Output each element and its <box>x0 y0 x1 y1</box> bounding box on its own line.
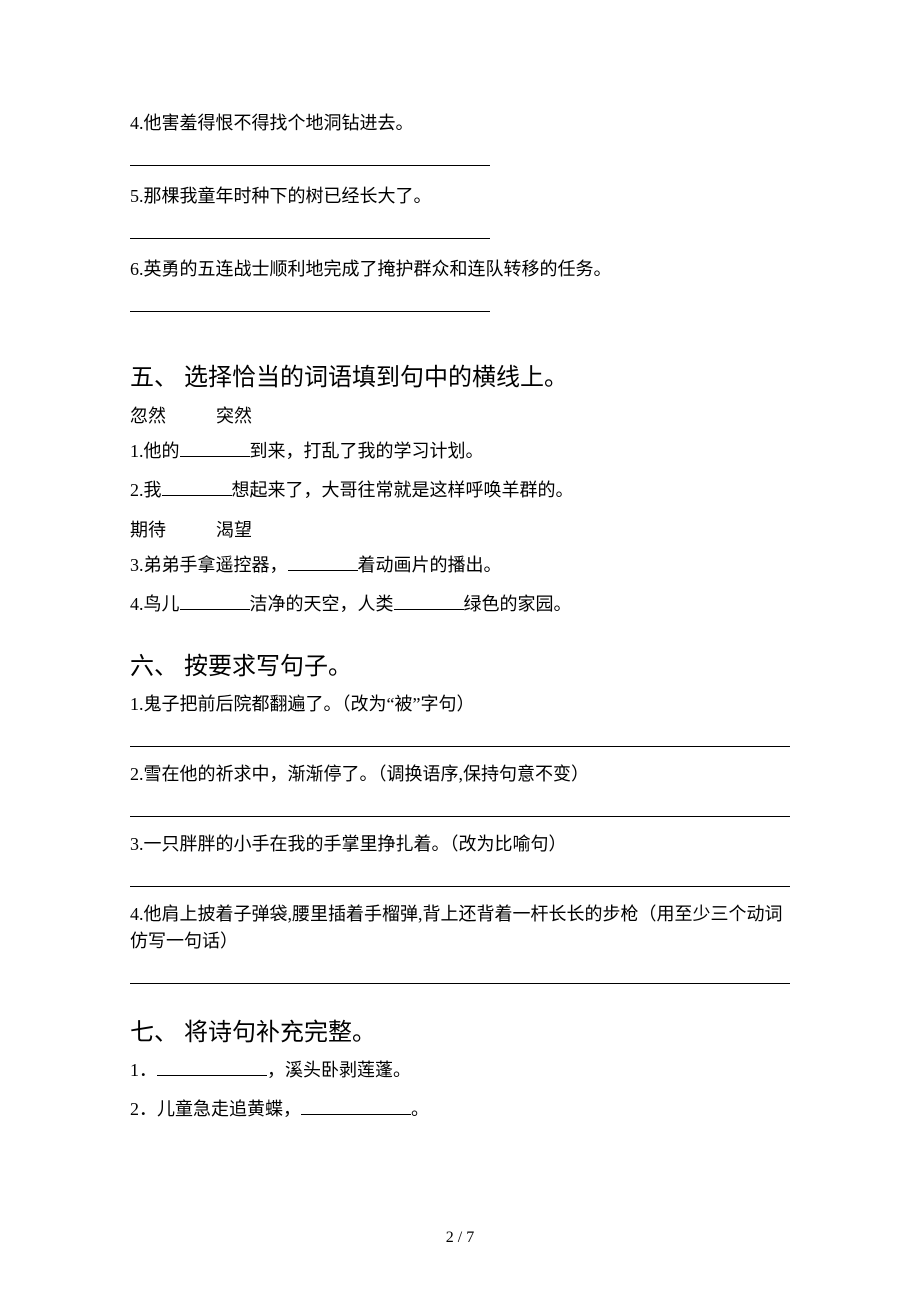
sec5-q1-a: 1.他的 <box>130 441 180 461</box>
sec4-q5: 5.那棵我童年时种下的树已经长大了。 <box>130 183 790 210</box>
sec5-q1-b: 到来，打乱了我的学习计划。 <box>250 441 484 461</box>
sec5-wordpair-1: 忽然 突然 <box>130 402 790 428</box>
sec5-q2: 2.我 想起来了，大哥往常就是这样呼唤羊群的。 <box>130 477 790 504</box>
sec5-q4: 4.鸟儿 洁净的天空，人类 绿色的家园。 <box>130 591 790 618</box>
sec5-q3-a: 3.弟弟手拿遥控器， <box>130 555 288 575</box>
sec5-word-1b: 突然 <box>216 406 252 426</box>
sec5-q4-a: 4.鸟儿 <box>130 594 180 614</box>
sec5-wordpair-2: 期待 渴望 <box>130 516 790 542</box>
sec6-heading: 六、 按要求写句子。 <box>130 646 790 681</box>
sec5-q4-c: 绿色的家园。 <box>464 594 572 614</box>
sec5-q4-blank-2[interactable] <box>394 591 464 610</box>
page-number: 2 / 7 <box>0 1229 920 1247</box>
sec7-q2-b: 。 <box>411 1099 429 1119</box>
sec5-q2-blank[interactable] <box>162 477 232 496</box>
sec5-q1: 1.他的 到来，打乱了我的学习计划。 <box>130 438 790 465</box>
sec6-q1-answer-line[interactable] <box>130 730 790 747</box>
sec5-q1-blank[interactable] <box>180 438 250 457</box>
sec6-q2-answer-line[interactable] <box>130 800 790 817</box>
sec7-heading: 七、 将诗句补充完整。 <box>130 1012 790 1047</box>
sec4-q6-answer-line[interactable] <box>130 295 490 312</box>
document-page: 4.他害羞得恨不得找个地洞钻进去。 5.那棵我童年时种下的树已经长大了。 6.英… <box>0 0 920 1302</box>
sec5-q3-blank[interactable] <box>288 552 358 571</box>
sec6-q3: 3.一只胖胖的小手在我的手掌里挣扎着。（改为比喻句） <box>130 831 790 858</box>
sec7-q1-a: 1． <box>130 1060 157 1080</box>
sec5-word-1a: 忽然 <box>130 406 166 426</box>
sec5-q4-blank-1[interactable] <box>180 591 250 610</box>
sec5-q2-a: 2.我 <box>130 480 162 500</box>
sec6-q4: 4.他肩上披着子弹袋,腰里插着手榴弹,背上还背着一杆长长的步枪（用至少三个动词仿… <box>130 901 790 955</box>
sec6-q4-answer-line[interactable] <box>130 967 790 984</box>
sec7-q1-blank[interactable] <box>157 1057 267 1076</box>
sec5-q4-b: 洁净的天空，人类 <box>250 594 394 614</box>
sec7-q2-a: 2．儿童急走追黄蝶， <box>130 1099 301 1119</box>
sec5-word-2b: 渴望 <box>216 520 252 540</box>
sec6-q3-answer-line[interactable] <box>130 870 790 887</box>
sec4-q4-answer-line[interactable] <box>130 149 490 166</box>
sec6-q2: 2.雪在他的祈求中，渐渐停了。（调换语序,保持句意不变） <box>130 761 790 788</box>
sec6-q1: 1.鬼子把前后院都翻遍了。（改为“被”字句） <box>130 691 790 718</box>
sec5-q3-b: 着动画片的播出。 <box>358 555 502 575</box>
sec5-q3: 3.弟弟手拿遥控器， 着动画片的播出。 <box>130 552 790 579</box>
sec7-q2: 2．儿童急走追黄蝶， 。 <box>130 1096 790 1123</box>
sec7-q1-b: ，溪头卧剥莲蓬。 <box>267 1060 411 1080</box>
sec4-q4: 4.他害羞得恨不得找个地洞钻进去。 <box>130 110 790 137</box>
sec4-q5-answer-line[interactable] <box>130 222 490 239</box>
sec4-q6: 6.英勇的五连战士顺利地完成了掩护群众和连队转移的任务。 <box>130 256 790 283</box>
sec5-heading: 五、 选择恰当的词语填到句中的横线上。 <box>130 357 790 392</box>
sec5-word-2a: 期待 <box>130 520 166 540</box>
sec5-q2-b: 想起来了，大哥往常就是这样呼唤羊群的。 <box>232 480 574 500</box>
sec7-q1: 1． ，溪头卧剥莲蓬。 <box>130 1057 790 1084</box>
sec7-q2-blank[interactable] <box>301 1096 411 1115</box>
